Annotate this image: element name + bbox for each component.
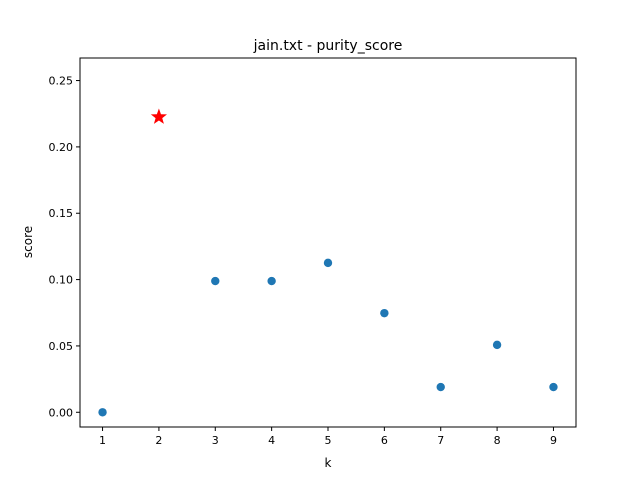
y-tick-label: 0.10 [49, 274, 74, 287]
data-points [98, 108, 558, 417]
y-tick-label: 0.25 [49, 75, 74, 88]
x-tick-label: 6 [381, 434, 388, 447]
highlight-star-point [150, 108, 167, 124]
x-tick-label: 4 [268, 434, 275, 447]
data-point [98, 408, 107, 417]
y-axis: 0.00 0.05 0.10 0.15 0.20 0.25 [49, 75, 80, 419]
x-tick-label: 7 [437, 434, 444, 447]
data-point [436, 382, 445, 392]
data-point [492, 340, 502, 350]
y-axis-label: score [21, 226, 35, 258]
y-tick-label: 0.15 [49, 207, 74, 220]
x-tick-label: 9 [550, 434, 557, 447]
x-axis-label: k [325, 456, 332, 470]
x-tick-label: 2 [155, 434, 162, 447]
data-point [549, 382, 558, 392]
x-tick-label: 3 [212, 434, 219, 447]
x-tick-label: 8 [494, 434, 501, 447]
y-tick-label: 0.20 [49, 141, 74, 154]
data-point [323, 258, 333, 268]
x-tick-label: 5 [325, 434, 332, 447]
data-point [267, 276, 276, 286]
x-tick-label: 1 [99, 434, 106, 447]
y-tick-label: 0.05 [49, 340, 74, 353]
x-axis: 1 2 3 4 5 6 7 8 9 [99, 427, 557, 447]
plot-frame [79, 57, 577, 428]
y-tick-label: 0.00 [49, 406, 74, 419]
data-point [380, 308, 389, 318]
chart-title: jain.txt - purity_score [253, 38, 403, 54]
data-point [211, 276, 220, 286]
